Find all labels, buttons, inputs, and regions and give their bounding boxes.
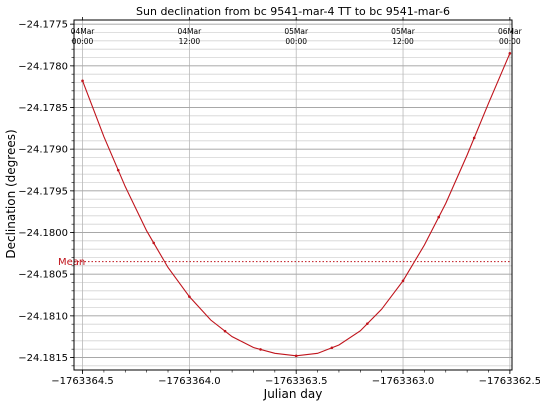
declination-data-point xyxy=(437,215,441,219)
series-group xyxy=(81,52,512,358)
plot-frame xyxy=(73,19,513,371)
minor-ticks xyxy=(71,23,511,373)
x-axis: −1763364.5 −1763364.0 −1763363.5 −1763363.0… xyxy=(51,370,540,387)
top-tick-date-label: 05Mar xyxy=(284,27,309,36)
declination-data-point xyxy=(152,241,155,245)
top-tick-time-label: 00:00 xyxy=(72,37,94,46)
mean-line-group: Mean xyxy=(58,257,512,268)
top-tick-date-label: 05Mar xyxy=(391,27,416,36)
top-tick-time-label: 00:00 xyxy=(285,37,307,46)
top-tick-date-label: 04Mar xyxy=(71,27,96,36)
top-tick-time-label: 00:00 xyxy=(499,37,521,46)
y-tick-label: −24.1790 xyxy=(18,145,68,156)
declination-data-point xyxy=(508,52,512,55)
declination-data-point xyxy=(81,79,84,83)
y-axis: −24.1815 −24.1810 −24.1805 −24.1800 −24.1795… xyxy=(18,20,74,364)
y-tick-label: −24.1805 xyxy=(18,270,68,281)
declination-data-point xyxy=(366,322,369,325)
declination-data-point xyxy=(188,295,191,298)
declination-data-point xyxy=(330,346,334,350)
x-tick-label: −1763362.5 xyxy=(479,376,540,387)
x-tick-label: −1763364.0 xyxy=(158,376,220,387)
chart-title: Sun declination from bc 9541-mar-4 TT to… xyxy=(136,5,450,18)
top-tick-time-label: 12:00 xyxy=(392,37,414,46)
top-tick-date-label: 06Mar xyxy=(498,27,523,36)
y-axis-label: Declination (degrees) xyxy=(4,129,18,258)
x-tick-label: −1763363.0 xyxy=(372,376,434,387)
y-tick-label: −24.1810 xyxy=(18,311,68,322)
y-tick-label: −24.1775 xyxy=(18,20,68,31)
y-tick-label: −24.1780 xyxy=(18,61,68,72)
x-axis-label: Julian day xyxy=(263,387,323,401)
y-tick-label: −24.1815 xyxy=(18,353,68,364)
declination-data-point xyxy=(401,279,405,283)
top-tick-time-label: 12:00 xyxy=(179,37,201,46)
declination-data-point xyxy=(472,136,476,140)
declination-data-point xyxy=(116,168,120,172)
y-tick-label: −24.1800 xyxy=(18,228,68,239)
top-tick-date-label: 04Mar xyxy=(178,27,203,36)
declination-data-point xyxy=(223,329,227,333)
y-tick-label: −24.1785 xyxy=(18,103,68,114)
grid xyxy=(74,20,512,370)
x-tick-label: −1763363.5 xyxy=(265,376,327,387)
top-date-axis: 04Mar00:0004Mar12:0005Mar00:0005Mar12:00… xyxy=(71,17,523,46)
mean-label: Mean xyxy=(58,257,85,268)
y-tick-label: −24.1795 xyxy=(18,186,68,197)
x-tick-label: −1763364.5 xyxy=(51,376,113,387)
declination-data-point xyxy=(294,354,298,358)
declination-data-point xyxy=(259,348,262,351)
